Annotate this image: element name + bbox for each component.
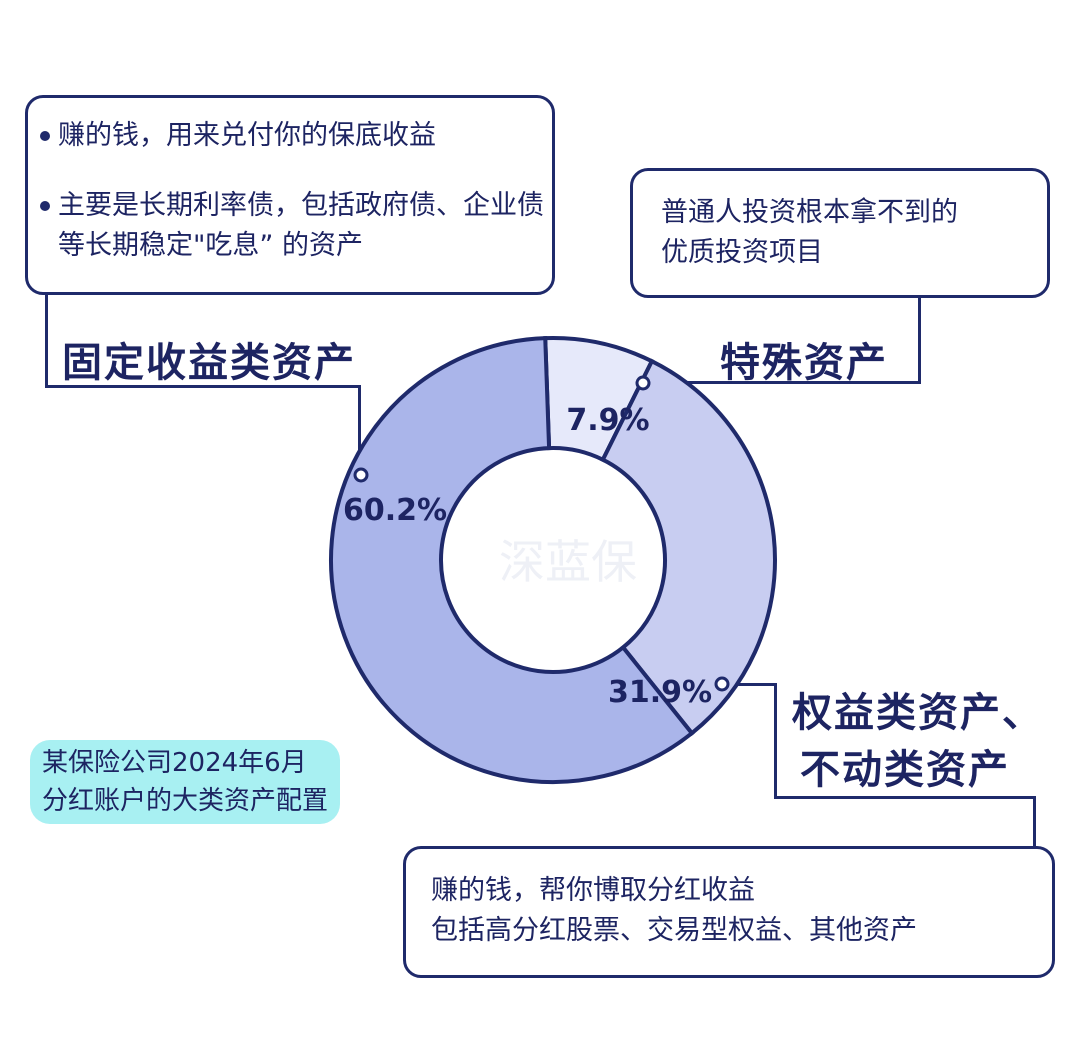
connector-fixed-income [45, 292, 48, 387]
fixed-income-box: 赚的钱，用来兑付你的保底收益 主要是长期利率债，包括政府债、企业债等长期稳定"吃… [25, 95, 555, 295]
data-label: 60.2% [343, 493, 447, 528]
data-label: 31.9% [608, 675, 712, 710]
special-box: 普通人投资根本拿不到的 优质投资项目 [630, 168, 1050, 298]
leader-dot [635, 375, 651, 391]
data-label: 7.9% [566, 403, 649, 438]
bullet-item: 赚的钱，用来兑付你的保底收益 [40, 116, 544, 156]
connector-equity [774, 683, 777, 798]
donut-segment [329, 336, 695, 784]
connector-equity [774, 796, 1036, 799]
leader-dot [714, 676, 730, 692]
connector-fixed-income [45, 385, 360, 388]
caption-line: 分红账户的大类资产配置 [42, 786, 329, 816]
connector-special [918, 296, 921, 384]
fixed-income-title: 固定收益类资产 [62, 340, 356, 386]
special-title: 特殊资产 [720, 340, 888, 386]
equity-title: 权益类资产、 [792, 690, 1044, 736]
bullet-dot-icon [40, 131, 50, 141]
donut-segment [600, 358, 777, 737]
caption-line: 某保险公司2024年6月 [42, 748, 307, 778]
connector-fixed-income [358, 385, 361, 475]
leader-dot [353, 467, 369, 483]
equity-title: 不动类资产 [800, 747, 1010, 793]
connector-equity [722, 683, 777, 686]
connector-special [645, 381, 921, 384]
bullet-item: 主要是长期利率债，包括政府债、企业债等长期稳定"吃息” 的资产 [40, 186, 544, 266]
watermark-logo: 深蓝保 [499, 535, 637, 589]
connector-equity [1033, 796, 1036, 848]
equity-desc: 包括高分红股票、交易型权益、其他资产 [431, 915, 917, 946]
bullet-dot-icon [40, 201, 50, 211]
equity-desc: 赚的钱，帮你博取分红收益 [431, 875, 755, 906]
special-desc: 普通人投资根本拿不到的 [661, 197, 958, 228]
bullet-text: 赚的钱，用来兑付你的保底收益 [58, 120, 436, 151]
bullet-text: 主要是长期利率债，包括政府债、企业债等长期稳定"吃息” 的资产 [58, 190, 544, 261]
special-desc: 优质投资项目 [661, 237, 823, 268]
chart-caption: 某保险公司2024年6月 分红账户的大类资产配置 [30, 740, 341, 824]
equity-box: 赚的钱，帮你博取分红收益 包括高分红股票、交易型权益、其他资产 [403, 846, 1055, 978]
